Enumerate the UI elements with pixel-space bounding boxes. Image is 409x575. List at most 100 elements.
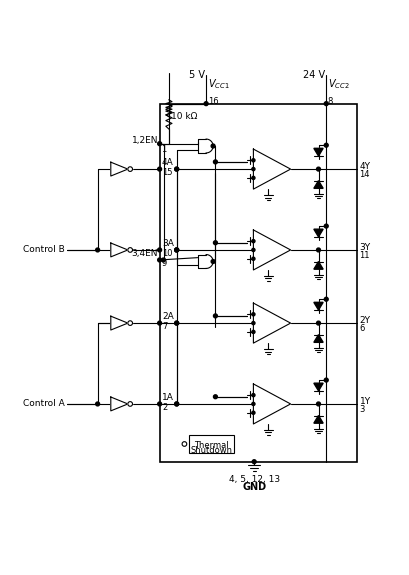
Text: 10 kΩ: 10 kΩ <box>171 112 198 121</box>
Circle shape <box>128 402 133 407</box>
Text: 1,2EN: 1,2EN <box>132 136 158 145</box>
Text: 11: 11 <box>360 251 370 260</box>
Circle shape <box>213 395 217 398</box>
Circle shape <box>252 257 255 260</box>
Circle shape <box>252 313 255 316</box>
Circle shape <box>317 167 320 171</box>
Text: 24 V: 24 V <box>303 70 325 80</box>
Circle shape <box>252 321 255 325</box>
Circle shape <box>252 167 255 171</box>
Polygon shape <box>314 416 323 423</box>
Text: 6: 6 <box>360 324 365 333</box>
Text: 3A: 3A <box>162 239 174 247</box>
Circle shape <box>324 102 328 106</box>
Circle shape <box>252 411 255 415</box>
Text: 1: 1 <box>161 144 166 154</box>
Circle shape <box>158 321 162 325</box>
Circle shape <box>128 248 133 252</box>
Text: 2: 2 <box>162 403 167 412</box>
Text: Thermal: Thermal <box>194 441 229 450</box>
Circle shape <box>175 167 179 171</box>
Circle shape <box>175 248 179 252</box>
Circle shape <box>324 378 328 382</box>
Circle shape <box>211 259 215 263</box>
Polygon shape <box>254 149 291 189</box>
Circle shape <box>175 248 179 252</box>
Text: 16: 16 <box>208 97 218 106</box>
Circle shape <box>175 321 179 325</box>
Circle shape <box>252 240 255 243</box>
Polygon shape <box>314 383 323 391</box>
Circle shape <box>324 143 328 147</box>
Circle shape <box>213 314 217 318</box>
Circle shape <box>324 297 328 301</box>
Text: 4A: 4A <box>162 158 174 167</box>
Text: Control B: Control B <box>23 246 65 255</box>
Polygon shape <box>111 316 128 330</box>
Text: Shutdown: Shutdown <box>191 446 233 455</box>
Polygon shape <box>254 303 291 343</box>
Polygon shape <box>314 148 323 156</box>
Circle shape <box>158 248 162 252</box>
Circle shape <box>317 248 320 252</box>
Text: 8: 8 <box>328 97 333 106</box>
Circle shape <box>317 402 320 406</box>
Circle shape <box>128 167 133 171</box>
Circle shape <box>252 460 256 463</box>
Circle shape <box>213 160 217 164</box>
Circle shape <box>158 402 162 406</box>
Polygon shape <box>111 397 128 411</box>
Circle shape <box>252 248 255 251</box>
Text: $V_{CC1}$: $V_{CC1}$ <box>208 78 229 91</box>
Circle shape <box>175 402 179 406</box>
Text: 4Y: 4Y <box>360 162 371 171</box>
Circle shape <box>175 248 179 252</box>
Circle shape <box>252 159 255 162</box>
Text: 10: 10 <box>162 250 173 258</box>
Circle shape <box>213 241 217 245</box>
Text: 4, 5, 12, 13: 4, 5, 12, 13 <box>229 475 280 484</box>
Polygon shape <box>111 243 128 257</box>
Polygon shape <box>314 302 323 310</box>
Polygon shape <box>254 384 291 424</box>
Text: 2Y: 2Y <box>360 316 371 325</box>
Circle shape <box>252 177 255 179</box>
Text: 14: 14 <box>360 170 370 179</box>
Circle shape <box>175 402 179 406</box>
Circle shape <box>96 402 99 406</box>
Polygon shape <box>314 229 323 237</box>
Text: GND: GND <box>242 482 266 492</box>
Text: 5 V: 5 V <box>189 70 204 80</box>
Circle shape <box>211 144 215 148</box>
Circle shape <box>175 321 179 325</box>
Polygon shape <box>314 335 323 342</box>
Text: 9: 9 <box>161 259 166 269</box>
Circle shape <box>162 258 165 262</box>
Text: 2A: 2A <box>162 312 174 321</box>
Circle shape <box>158 142 162 145</box>
Text: 3Y: 3Y <box>360 243 371 252</box>
Circle shape <box>204 102 208 106</box>
Polygon shape <box>254 230 291 270</box>
Circle shape <box>252 394 255 397</box>
Polygon shape <box>111 162 128 176</box>
Text: 1A: 1A <box>162 393 174 401</box>
Circle shape <box>158 167 162 171</box>
Bar <box>189 435 234 453</box>
Circle shape <box>96 248 99 252</box>
Circle shape <box>158 258 162 262</box>
Text: 3,4EN: 3,4EN <box>132 248 158 258</box>
Text: 3: 3 <box>360 405 365 414</box>
Text: 7: 7 <box>162 323 167 331</box>
Text: $V_{CC2}$: $V_{CC2}$ <box>328 78 350 91</box>
Circle shape <box>252 331 255 334</box>
Circle shape <box>182 442 187 446</box>
Circle shape <box>317 321 320 325</box>
Circle shape <box>324 224 328 228</box>
Bar <box>160 104 357 462</box>
Circle shape <box>252 402 255 405</box>
Text: Control A: Control A <box>23 400 65 408</box>
Circle shape <box>128 321 133 325</box>
Polygon shape <box>314 181 323 189</box>
Text: 15: 15 <box>162 168 173 178</box>
